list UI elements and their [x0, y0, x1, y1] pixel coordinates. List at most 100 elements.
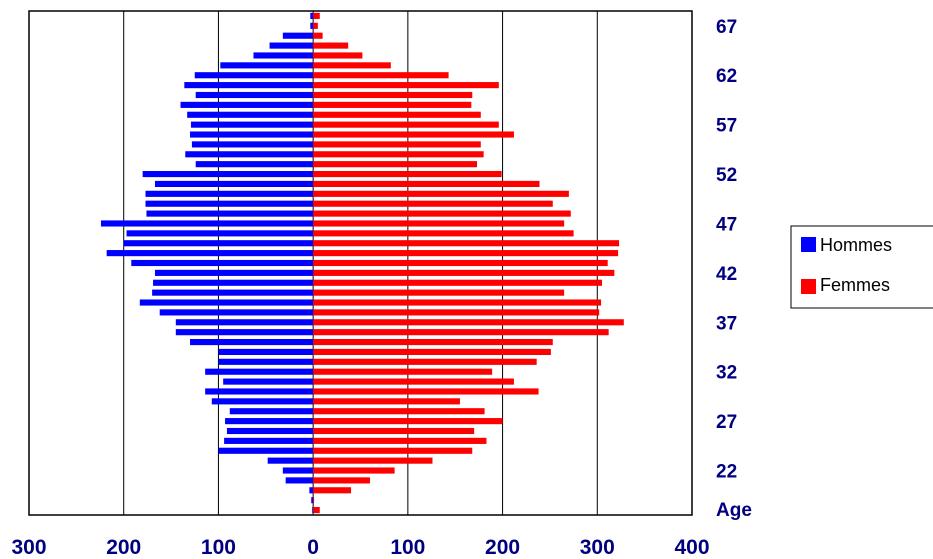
bar-femmes-age-57: [313, 121, 499, 128]
bar-hommes-age-33: [218, 358, 314, 365]
bar-hommes-age-44: [106, 250, 314, 257]
bar-hommes-age-27: [225, 418, 314, 425]
bar-hommes-age-59: [180, 101, 314, 108]
bar-hommes-age-22: [282, 467, 314, 474]
bar-hommes-age-31: [223, 378, 314, 385]
bar-femmes-age-62: [313, 72, 449, 79]
bar-hommes-age-41: [153, 279, 314, 286]
bar-hommes-age-52: [142, 170, 314, 178]
x-tick-label: 100: [201, 536, 236, 559]
bar-hommes-age-66: [282, 32, 314, 39]
y-tick-label: 22: [716, 462, 737, 483]
bar-hommes-age-48: [146, 210, 314, 217]
y-tick-label: 32: [716, 363, 737, 384]
bar-femmes-age-60: [313, 91, 473, 99]
bar-hommes-age-47: [100, 220, 314, 227]
legend-swatch-femmes: [801, 279, 816, 294]
bar-hommes-age-58: [187, 111, 314, 118]
bar-hommes-age-26: [226, 427, 314, 435]
bars: [100, 12, 624, 514]
bar-femmes-age-37: [313, 319, 624, 326]
bar-hommes-age-18: [312, 506, 314, 514]
bar-femmes-age-26: [313, 427, 475, 435]
bar-hommes-age-19: [311, 497, 314, 504]
bar-hommes-age-25: [224, 437, 314, 444]
bar-femmes-age-63: [313, 62, 391, 69]
bar-femmes-age-28: [313, 408, 485, 415]
bar-femmes-age-56: [313, 131, 514, 138]
bar-femmes-age-66: [313, 32, 323, 39]
legend: Hommes Femmes: [790, 225, 933, 309]
bar-hommes-age-43: [131, 259, 314, 267]
bar-femmes-age-39: [313, 299, 602, 306]
bar-femmes-age-64: [313, 52, 363, 59]
bar-femmes-age-31: [313, 378, 514, 385]
bar-hommes-age-34: [218, 348, 314, 356]
bar-hommes-age-30: [205, 388, 314, 395]
bar-femmes-age-22: [313, 467, 395, 474]
y-tick-label: 27: [716, 412, 737, 433]
bar-femmes-age-58: [313, 111, 481, 118]
x-axis-ticks: 300 200 100 0 100 200 300 400: [11, 536, 709, 559]
bar-femmes-age-61: [313, 82, 499, 89]
bar-hommes-age-28: [229, 408, 314, 415]
x-tick-label: 400: [674, 536, 709, 559]
bar-femmes-age-32: [313, 368, 493, 375]
bar-femmes-age-53: [313, 161, 477, 168]
y-tick-label: 52: [716, 165, 737, 186]
bar-femmes-age-46: [313, 230, 574, 237]
y-tick-label: 67: [716, 17, 737, 38]
bar-hommes-age-45: [123, 240, 314, 247]
bar-femmes-age-59: [313, 101, 472, 108]
bar-femmes-age-52: [313, 170, 502, 178]
bar-hommes-age-23: [267, 457, 314, 464]
bar-femmes-age-42: [313, 269, 615, 276]
bar-femmes-age-45: [313, 240, 620, 247]
bar-femmes-age-34: [313, 348, 551, 356]
bar-hommes-age-63: [220, 62, 314, 69]
bar-femmes-age-18: [313, 506, 320, 514]
bar-hommes-age-61: [184, 82, 314, 89]
bar-femmes-age-19: [313, 497, 315, 504]
bar-hommes-age-65: [269, 42, 314, 49]
bar-femmes-age-65: [313, 42, 349, 49]
y-tick-label: 62: [716, 66, 737, 87]
bar-hommes-age-42: [154, 269, 314, 276]
bar-hommes-age-51: [154, 180, 314, 188]
bar-hommes-age-39: [139, 299, 314, 306]
bar-hommes-age-53: [195, 161, 314, 168]
bar-hommes-age-24: [218, 447, 314, 454]
x-tick-label: 0: [307, 536, 319, 559]
y-tick-label: 37: [716, 313, 737, 334]
bar-femmes-age-67: [313, 22, 318, 29]
bar-femmes-age-27: [313, 418, 503, 425]
bar-femmes-age-30: [313, 388, 539, 395]
bar-hommes-age-62: [194, 72, 314, 79]
bar-hommes-age-67: [310, 22, 314, 29]
bar-hommes-age-37: [175, 319, 314, 326]
bar-femmes-age-20: [313, 487, 352, 494]
bar-femmes-age-68: [313, 12, 320, 20]
y-axis-title: Age: [716, 500, 752, 521]
bar-femmes-age-48: [313, 210, 571, 217]
x-tick-label: 300: [11, 536, 46, 559]
bar-hommes-age-55: [191, 141, 314, 148]
bar-femmes-age-40: [313, 289, 565, 296]
bar-hommes-age-64: [253, 52, 314, 59]
bar-hommes-age-32: [205, 368, 314, 375]
bar-femmes-age-44: [313, 250, 619, 257]
bar-femmes-age-21: [313, 477, 370, 484]
bar-femmes-age-43: [313, 259, 608, 267]
y-tick-label: 47: [716, 214, 737, 235]
bar-hommes-age-29: [211, 398, 314, 405]
bar-hommes-age-35: [190, 338, 314, 346]
bar-femmes-age-55: [313, 141, 481, 148]
x-tick-label: 200: [106, 536, 141, 559]
bar-hommes-age-50: [145, 190, 314, 197]
bar-femmes-age-51: [313, 180, 540, 188]
bar-femmes-age-38: [313, 309, 600, 316]
bar-hommes-age-57: [190, 121, 314, 128]
bar-hommes-age-46: [126, 230, 314, 237]
y-tick-label: 42: [716, 264, 737, 285]
